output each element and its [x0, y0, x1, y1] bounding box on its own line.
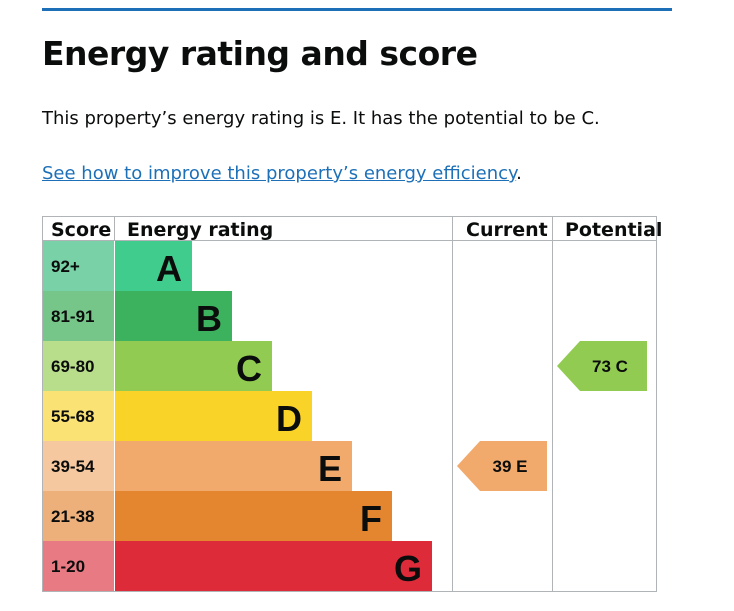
score-cell-e: [43, 441, 114, 491]
improve-link-line: See how to improve this property’s energ…: [42, 163, 522, 184]
band-letter-a: A: [156, 248, 182, 289]
header-score: Score: [51, 219, 111, 241]
score-cell-g: [43, 541, 114, 591]
score-cell-f: [43, 491, 114, 541]
header-potential: Potential: [565, 219, 662, 241]
band-bar-f: [115, 491, 392, 541]
improve-efficiency-link[interactable]: See how to improve this property’s energ…: [42, 163, 517, 184]
band-score-f: 21-38: [51, 507, 94, 526]
header-energy-rating: Energy rating: [127, 219, 273, 241]
rating-summary: This property’s energy rating is E. It h…: [42, 108, 600, 129]
chart-grid: [42, 216, 657, 592]
band-score-g: 1-20: [51, 557, 85, 576]
score-cell-c: [43, 341, 114, 391]
score-cell-b: [43, 291, 114, 341]
rating-bands: 92+ A 81-91 B 69-80 C 55-68 D 39-54 E 21-38 F 1-20 G: [43, 241, 432, 591]
chart-frame: [42, 216, 657, 592]
band-letter-g: G: [394, 548, 422, 589]
band-letter-c: C: [236, 348, 262, 389]
page-title: Energy rating and score: [42, 34, 478, 73]
band-letter-f: F: [360, 498, 382, 539]
band-score-d: 55-68: [51, 407, 94, 426]
band-letter-d: D: [276, 398, 302, 439]
current-rating-arrow-label: 39 E: [493, 457, 528, 476]
band-score-e: 39-54: [51, 457, 95, 476]
band-score-a: 92+: [51, 257, 80, 276]
score-cell-d: [43, 391, 114, 441]
potential-rating-arrow: [557, 341, 647, 391]
header-current: Current: [466, 219, 548, 241]
band-bar-c: [115, 341, 272, 391]
band-letter-b: B: [196, 298, 222, 339]
band-bar-d: [115, 391, 312, 441]
score-cell-a: [43, 241, 114, 291]
band-letter-e: E: [318, 448, 342, 489]
top-border: [42, 8, 672, 11]
band-bar-a: [115, 241, 192, 291]
band-score-b: 81-91: [51, 307, 94, 326]
band-bar-b: [115, 291, 232, 341]
chart-headers: Score Energy rating Current Potential: [51, 219, 662, 241]
band-bar-e: [115, 441, 352, 491]
potential-rating-arrow-label: 73 C: [592, 357, 628, 376]
band-score-c: 69-80: [51, 357, 94, 376]
current-rating-arrow: [457, 441, 547, 491]
rating-arrows: 39 E 73 C: [457, 341, 647, 491]
link-suffix: .: [516, 163, 522, 184]
band-bar-g: [115, 541, 432, 591]
